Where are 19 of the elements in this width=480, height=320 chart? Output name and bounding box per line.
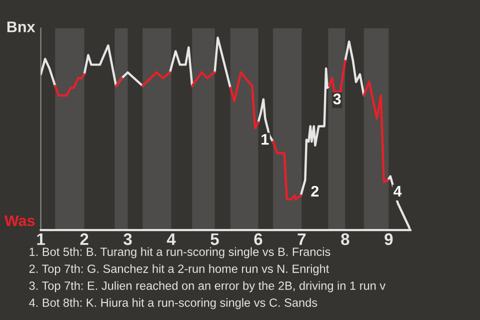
x-tick-label: 3 [124, 233, 132, 246]
text: Bnx [7, 22, 36, 32]
annotation: 3 [333, 94, 341, 104]
text: 2. Top 7th: G. Sanchez hit a 2-run home run vs N. Enright [29, 264, 330, 276]
x-tick-label: 1 [37, 233, 45, 245]
text: 1. Bot 5th: B. Turang hit a run-scoring single vs B. Francis [30, 247, 330, 258]
text: 3. Top 7th: E. Julien reached on an error by the 2B, driving in 1 run v [29, 281, 386, 292]
x-tick-label: 6 [254, 233, 262, 246]
annotation: 2 [311, 186, 319, 197]
text: Was [4, 215, 35, 226]
x-tick-label: 8 [341, 233, 350, 246]
x-tick-label: 4 [166, 233, 176, 245]
annotation: 1 [262, 134, 269, 145]
text: 4. Bot 8th: K. Hiura hit a run-scoring single vs C. Sands [29, 298, 318, 310]
x-tick-label: 2 [80, 233, 88, 245]
x-tick-label: 5 [210, 233, 219, 246]
annotation: 4 [393, 186, 402, 197]
x-tick-label: 7 [298, 233, 306, 245]
x-tick-label: 9 [384, 233, 393, 246]
